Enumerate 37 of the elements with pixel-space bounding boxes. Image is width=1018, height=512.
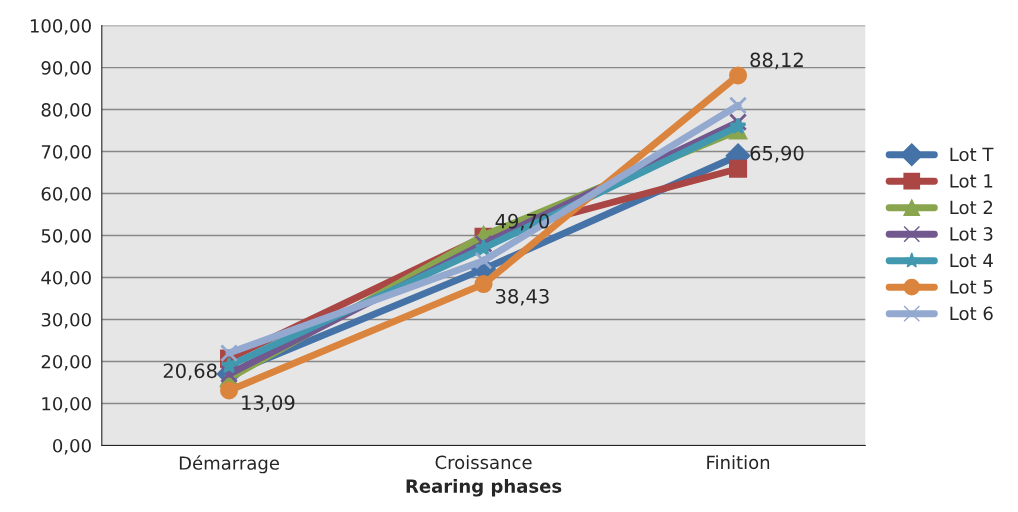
y-tick-label: 80,00 (41, 103, 91, 119)
x-tick-label: Croissance (435, 455, 532, 470)
data-label: 13,09 (242, 395, 295, 412)
legend-label: Lot 6 (950, 306, 993, 321)
y-tick-label: 20,00 (41, 354, 91, 371)
legend-label: Lot T (950, 147, 994, 162)
y-tick-label: 60,00 (41, 187, 91, 203)
point (220, 344, 239, 363)
point (729, 117, 747, 134)
point (729, 113, 748, 132)
y-tick-label: 70,00 (41, 145, 91, 161)
point (474, 234, 493, 253)
y-tick-label: 0,00 (53, 438, 91, 455)
y-tick-label: 40,00 (41, 270, 91, 287)
x-tick-label: Démarrage (179, 455, 279, 474)
legend-label: Lot 1 (950, 174, 993, 188)
point (729, 96, 748, 115)
y-tick-label: 90,00 (41, 61, 91, 77)
x-tick-label: Finition (707, 455, 770, 470)
point (474, 275, 493, 294)
legend-label: Lot 5 (950, 280, 993, 294)
legend-label: Lot 3 (950, 227, 993, 241)
data-label: 38,43 (496, 288, 549, 306)
y-tick-label: 50,00 (41, 228, 91, 245)
data-label: 65,90 (750, 145, 804, 163)
legend-label: Lot 2 (950, 200, 993, 215)
point (729, 66, 748, 85)
data-label: 88,12 (750, 52, 803, 70)
point (220, 381, 239, 400)
y-tick-label: 100,00 (30, 19, 91, 35)
legend-label: Lot 4 (950, 253, 993, 268)
y-tick-label: 30,00 (41, 312, 91, 329)
data-label: 49,70 (495, 213, 549, 231)
x-axis-title: Rearing phases (406, 478, 562, 497)
data-label: 20,68 (163, 363, 217, 381)
y-tick-label: 10,00 (42, 396, 91, 413)
point (729, 159, 748, 178)
